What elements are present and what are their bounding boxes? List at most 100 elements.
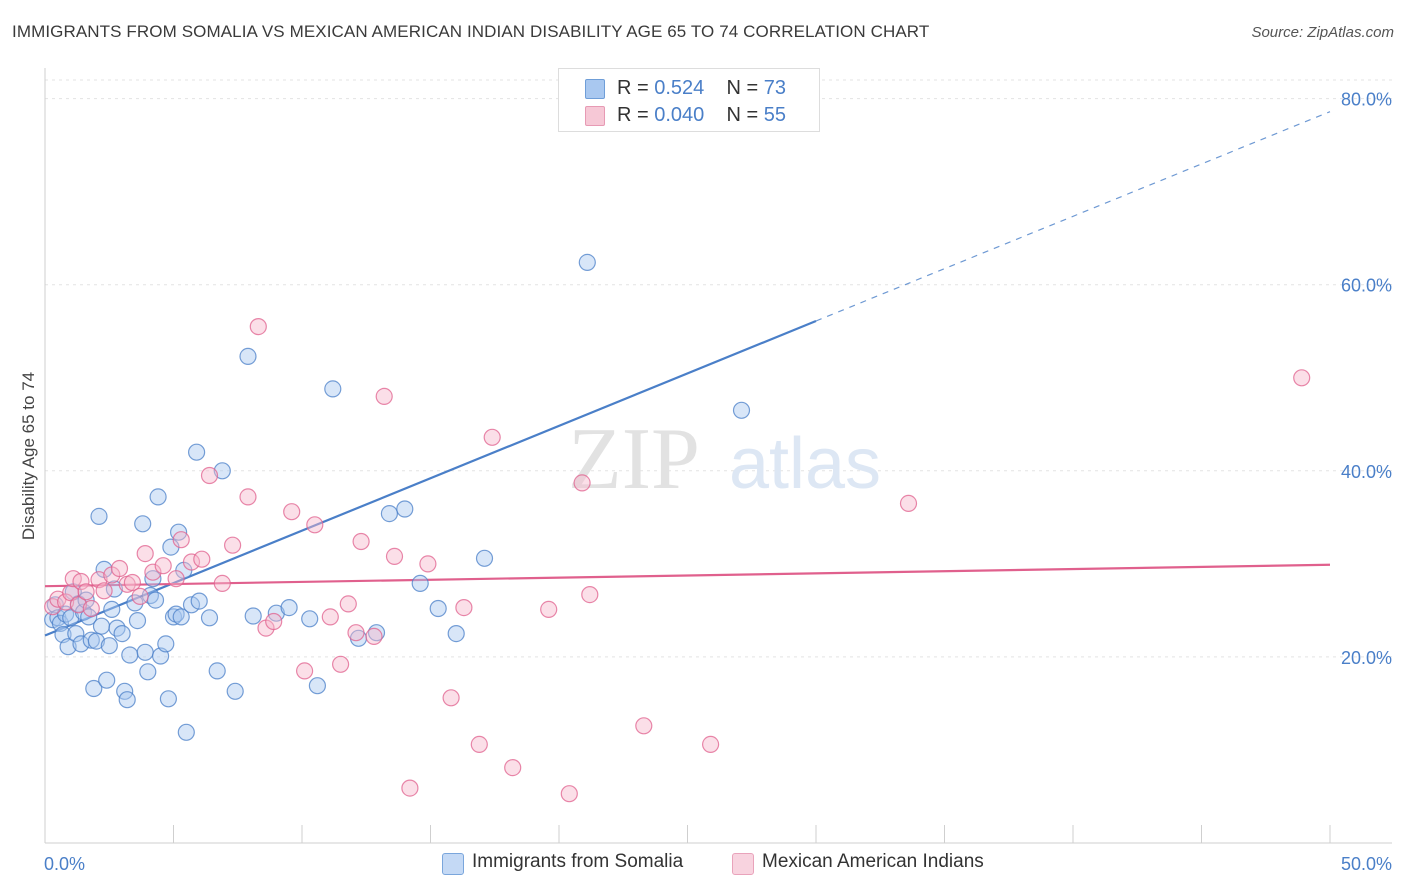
gridlines bbox=[45, 79, 1392, 658]
point-somalia bbox=[177, 723, 195, 741]
point-mexican-american-indians bbox=[136, 544, 154, 563]
watermark-atlas: atlas bbox=[729, 424, 881, 504]
point-mexican-american-indians bbox=[131, 587, 149, 606]
point-somalia bbox=[280, 598, 298, 617]
point-somalia bbox=[324, 380, 342, 398]
legend-swatch-somalia bbox=[585, 79, 605, 99]
point-somalia bbox=[59, 638, 77, 656]
point-somalia bbox=[90, 507, 108, 526]
point-somalia bbox=[139, 663, 157, 681]
point-somalia bbox=[732, 401, 751, 419]
point-mexican-american-indians bbox=[401, 779, 419, 797]
point-mexican-american-indians bbox=[339, 595, 357, 613]
point-mexican-american-indians bbox=[95, 582, 113, 600]
point-somalia bbox=[100, 637, 118, 655]
point-mexican-american-indians bbox=[560, 785, 578, 803]
point-somalia bbox=[113, 624, 131, 643]
point-mexican-american-indians bbox=[224, 536, 242, 554]
point-mexican-american-indians bbox=[701, 735, 720, 754]
point-somalia bbox=[146, 591, 165, 609]
point-somalia bbox=[411, 574, 429, 593]
data-points bbox=[44, 253, 1311, 803]
legend-swatch-mexican-american-indians bbox=[585, 106, 605, 126]
point-somalia bbox=[134, 515, 152, 533]
point-somalia bbox=[51, 614, 70, 633]
point-mexican-american-indians bbox=[144, 563, 162, 581]
point-mexican-american-indians bbox=[365, 627, 383, 646]
point-somalia bbox=[308, 677, 326, 695]
point-somalia bbox=[190, 592, 208, 610]
point-somalia bbox=[67, 624, 85, 643]
point-somalia bbox=[62, 609, 80, 627]
point-somalia bbox=[98, 671, 116, 689]
watermark-zip: ZIP bbox=[568, 411, 700, 508]
n-value: 55 bbox=[763, 104, 787, 126]
trend-line-mexican-american-indians bbox=[44, 563, 1331, 588]
r-label: R = bbox=[617, 104, 649, 126]
point-mexican-american-indians bbox=[332, 655, 350, 673]
y-axis-label: Disability Age 65 to 74 bbox=[19, 372, 38, 540]
point-mexican-american-indians bbox=[470, 735, 488, 754]
y-tick-label: 20.0% bbox=[1341, 648, 1392, 668]
point-somalia bbox=[136, 643, 154, 661]
source-label: Source: ZipAtlas.com bbox=[1251, 24, 1394, 41]
trend-lines bbox=[44, 111, 1331, 637]
point-mexican-american-indians bbox=[483, 428, 501, 446]
point-mexican-american-indians bbox=[899, 494, 918, 512]
r-value: 0.524 bbox=[654, 77, 705, 99]
point-somalia bbox=[380, 504, 398, 523]
point-somalia bbox=[118, 691, 136, 709]
trend-line-somalia-extension bbox=[815, 111, 1331, 322]
point-somalia bbox=[396, 500, 414, 518]
point-mexican-american-indians bbox=[442, 689, 460, 707]
point-mexican-american-indians bbox=[321, 608, 339, 626]
point-mexican-american-indians bbox=[82, 599, 100, 618]
point-somalia bbox=[429, 599, 447, 618]
point-mexican-american-indians bbox=[573, 474, 591, 492]
point-mexican-american-indians bbox=[77, 583, 95, 601]
point-somalia bbox=[475, 549, 494, 567]
y-tick-label: 80.0% bbox=[1341, 90, 1392, 110]
point-mexican-american-indians bbox=[265, 612, 283, 631]
point-somalia bbox=[213, 462, 231, 480]
series-swatch-mexican-american-indians bbox=[732, 853, 754, 875]
correlation-legend: R = 0.524 N = 73 R = 0.040 N = 55 bbox=[558, 68, 820, 132]
point-somalia bbox=[167, 605, 185, 623]
point-somalia bbox=[447, 624, 465, 643]
point-somalia bbox=[578, 253, 596, 271]
series-label-somalia: Immigrants from Somalia bbox=[472, 851, 684, 872]
point-mexican-american-indians bbox=[1293, 369, 1311, 387]
point-mexican-american-indians bbox=[455, 598, 473, 617]
y-tick-labels: 20.0% 40.0% 60.0% 80.0% bbox=[1341, 90, 1392, 668]
legend-text-mexican-american-indians: R = 0.040 N = 55 bbox=[617, 104, 786, 127]
x-tick-label-max: 50.0% bbox=[1341, 854, 1392, 874]
point-mexican-american-indians bbox=[90, 571, 108, 589]
y-tick-label: 40.0% bbox=[1341, 462, 1392, 482]
series-swatch-somalia bbox=[442, 853, 464, 875]
point-mexican-american-indians bbox=[504, 758, 522, 777]
point-mexican-american-indians bbox=[172, 531, 190, 549]
n-label: N = bbox=[726, 77, 759, 99]
point-somalia bbox=[239, 347, 257, 365]
point-somalia bbox=[144, 570, 162, 588]
point-mexican-american-indians bbox=[540, 600, 558, 619]
point-somalia bbox=[208, 662, 226, 680]
point-mexican-american-indians bbox=[213, 574, 231, 593]
point-mexican-american-indians bbox=[635, 717, 653, 735]
n-label: N = bbox=[726, 104, 759, 126]
point-mexican-american-indians bbox=[69, 596, 88, 614]
axes bbox=[44, 68, 1392, 844]
point-somalia bbox=[157, 635, 175, 653]
x-tick-labels: 0.0% 50.0% bbox=[44, 854, 1392, 874]
point-mexican-american-indians bbox=[385, 547, 404, 566]
point-somalia bbox=[188, 443, 206, 461]
point-somalia bbox=[200, 609, 219, 627]
point-mexican-american-indians bbox=[182, 553, 201, 571]
point-somalia bbox=[244, 607, 262, 625]
point-somalia bbox=[85, 679, 103, 698]
series-legend: Immigrants from Somalia Mexican American… bbox=[0, 851, 1406, 879]
point-somalia bbox=[82, 631, 100, 649]
point-somalia bbox=[301, 610, 319, 628]
r-value: 0.040 bbox=[654, 104, 705, 126]
